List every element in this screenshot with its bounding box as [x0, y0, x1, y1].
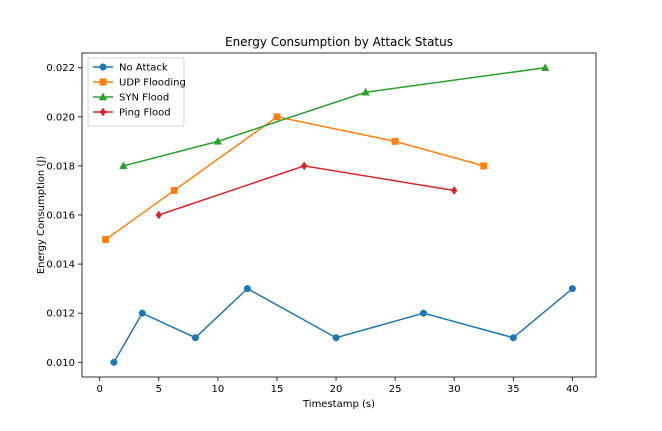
data-point-udp-flooding: [102, 236, 110, 243]
y-tick-label: 0.012: [46, 309, 75, 320]
legend-label-syn-flood: SYN Flood: [119, 93, 169, 104]
plot-frame: [81, 52, 597, 378]
data-point-syn-flood: [119, 161, 128, 170]
legend-label-ping-flood: Ping Flood: [119, 108, 171, 119]
y-tick-label: 0.020: [46, 112, 75, 123]
x-axis-label: Timestamp (s): [302, 399, 375, 410]
y-tick-label: 0.018: [46, 161, 75, 172]
x-tick-label: 0: [97, 384, 103, 395]
data-point-ping-flood: [155, 210, 163, 220]
x-tick-label: 30: [448, 384, 461, 395]
data-point-no-attack: [419, 309, 428, 317]
x-axis: 0 5 10 15 20 25 30 35 40: [97, 377, 579, 395]
data-point-udp-flooding: [480, 162, 488, 170]
data-point-ping-flood: [450, 186, 458, 195]
data-point-udp-flooding: [170, 187, 178, 194]
y-axis: 0.010 0.012 0.014 0.016 0.018 0.020 0.022: [46, 63, 82, 369]
legend-marker-udp-flooding: [99, 78, 107, 86]
x-tick-label: 5: [156, 384, 162, 395]
y-tick-label: 0.014: [46, 260, 75, 271]
data-point-ping-flood: [300, 161, 308, 171]
y-axis-label: Energy Consumption (J): [36, 156, 47, 274]
legend-box: [87, 57, 185, 127]
x-tick-label: 25: [389, 384, 402, 395]
data-point-udp-flooding: [273, 113, 281, 121]
legend-label-udp-flooding: UDP Flooding: [119, 78, 186, 89]
series-line-syn-flood: [123, 66, 546, 167]
legend: No Attack UDP Flooding SYN Flood Ping Flood: [87, 57, 186, 127]
x-tick-label: 40: [566, 384, 579, 395]
data-point-no-attack: [110, 358, 118, 366]
y-tick-label: 0.010: [46, 358, 75, 369]
x-tick-label: 35: [507, 384, 520, 395]
data-point-no-attack: [332, 334, 340, 342]
legend-label-no-attack: No Attack: [119, 63, 168, 74]
series-syn-flood: [119, 63, 550, 170]
series-line-no-attack: [113, 287, 573, 363]
data-point-no-attack: [243, 285, 251, 293]
data-point-udp-flooding: [391, 137, 399, 145]
data-point-syn-flood: [361, 87, 370, 96]
legend-marker-syn-flood: [98, 92, 108, 101]
series-udp-flooding: [102, 113, 488, 243]
plot-area: [102, 63, 576, 366]
legend-marker-ping-flood: [99, 107, 107, 117]
legend-marker-no-attack: [99, 63, 107, 71]
data-point-syn-flood: [540, 63, 550, 71]
x-tick-label: 10: [212, 384, 225, 395]
series-no-attack: [110, 285, 576, 366]
y-tick-label: 0.022: [46, 63, 75, 74]
data-point-no-attack: [568, 285, 576, 293]
data-point-no-attack: [138, 309, 146, 317]
data-point-syn-flood: [213, 136, 223, 145]
x-tick-label: 20: [330, 384, 343, 395]
x-tick-label: 15: [271, 384, 284, 395]
series-ping-flood: [155, 161, 458, 220]
chart-title: Energy Consumption by Attack Status: [225, 35, 453, 49]
data-point-no-attack: [509, 334, 517, 342]
data-point-no-attack: [191, 334, 199, 342]
y-tick-label: 0.016: [46, 211, 75, 222]
